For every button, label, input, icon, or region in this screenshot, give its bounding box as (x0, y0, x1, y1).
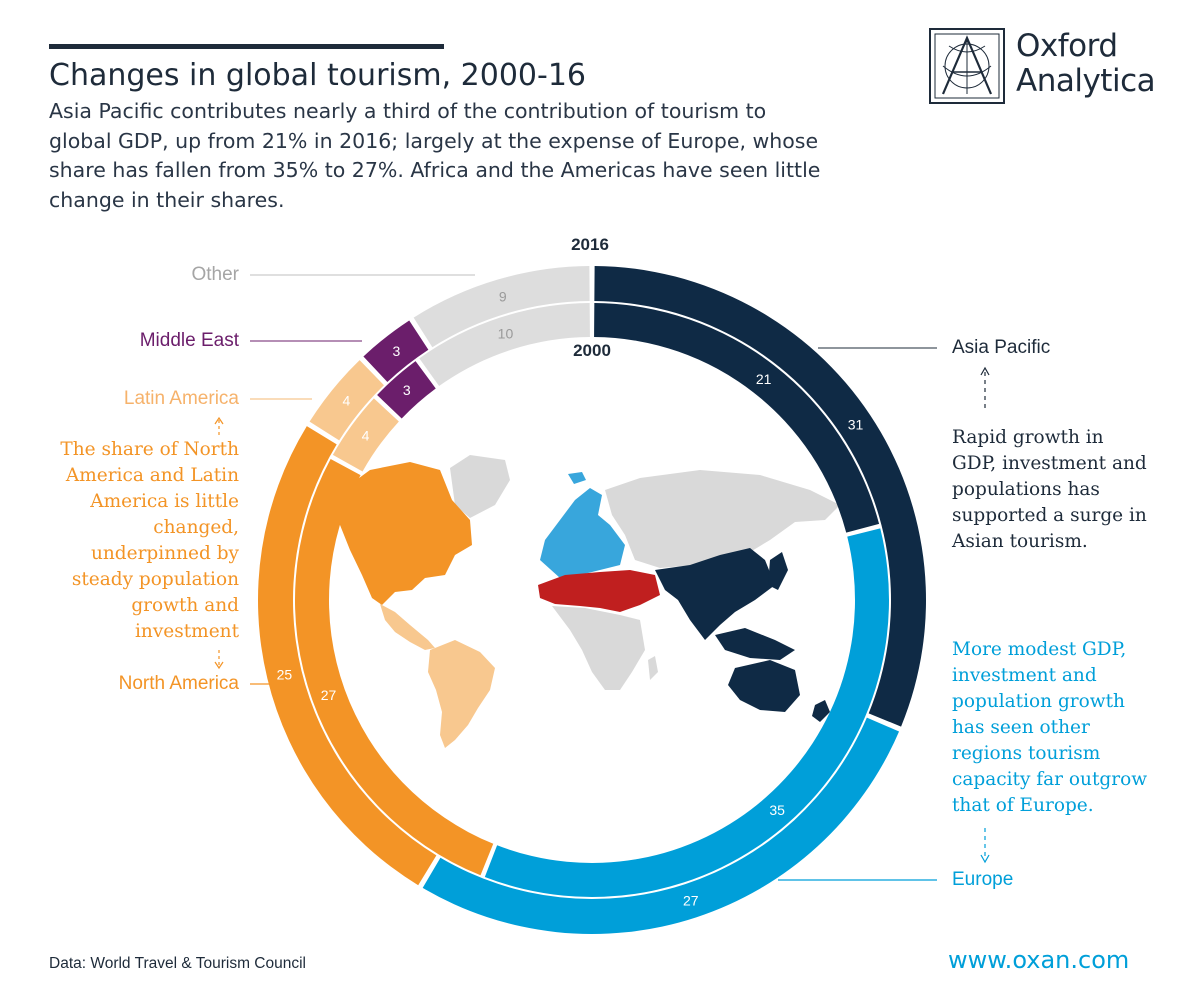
data-source: Data: World Travel & Tourism Council (49, 955, 306, 972)
logo-line-1: Oxford (1016, 28, 1118, 64)
value-label-2016-latin-america: 4 (342, 392, 350, 408)
segment-2000-latin-america (332, 398, 399, 472)
map-north-america (340, 462, 472, 605)
segment-2000-middle-east (377, 361, 436, 419)
map-asia-pacific (655, 548, 775, 640)
value-label-2000-asia-pacific: 21 (756, 371, 772, 387)
arrow-head-up-icon (214, 416, 224, 425)
segment-2016-north-america (257, 426, 437, 886)
world-map-illustration (340, 455, 840, 748)
note-americas: The share of North America and Latin Ame… (60, 439, 239, 642)
value-label-2016-europe: 27 (683, 893, 699, 909)
map-middle-east-africa-north (538, 570, 660, 612)
arrow-head-down-icon (980, 854, 990, 864)
value-label-2000-other: 10 (498, 326, 514, 342)
oxford-analytica-logo: Oxford Analytica (929, 28, 1159, 106)
value-label-2016-asia-pacific: 31 (848, 417, 864, 433)
value-label-2000-middle-east: 3 (403, 382, 411, 398)
legend-label-middle-east: Middle East (139, 330, 239, 351)
map-south-america (428, 640, 495, 748)
map-africa (552, 606, 645, 690)
ring-label-2016: 2016 (571, 235, 609, 254)
title-rule (49, 44, 444, 49)
website-link[interactable]: www.oxan.com (948, 946, 1130, 974)
segment-2016-middle-east (363, 320, 429, 382)
legend-label-north-america: North America (118, 673, 239, 694)
map-madagascar (648, 656, 658, 680)
chart-subtitle: Asia Pacific contributes nearly a third … (49, 99, 821, 212)
note-europe: More modest GDP, investment and populati… (952, 639, 1148, 816)
arrow-head-up-icon (980, 366, 990, 376)
value-label-2016-middle-east: 3 (392, 343, 400, 359)
segment-2000-other (419, 303, 590, 387)
note-asia-pacific: Rapid growth in GDP, investment and popu… (952, 427, 1147, 552)
map-greenland (450, 455, 510, 518)
segment-2000-europe (484, 528, 889, 897)
value-label-2000-north-america: 27 (321, 687, 337, 703)
segment-2000-asia-pacific (594, 303, 880, 533)
segment-2016-europe (422, 717, 900, 934)
map-australia (728, 660, 800, 712)
segment-2016-other (413, 266, 590, 348)
logo-line-2: Analytica (1016, 63, 1156, 99)
legend-label-other: Other (191, 264, 239, 285)
chart-title: Changes in global tourism, 2000-16 (49, 58, 587, 93)
value-label-2000-europe: 35 (769, 802, 785, 818)
logo-wordmark: Oxford Analytica (1016, 28, 1156, 99)
map-se-asia (715, 628, 795, 660)
segment-2016-latin-america (309, 360, 384, 441)
legend-label-europe: Europe (952, 869, 1014, 890)
map-central-america (380, 604, 435, 650)
value-label-2016-north-america: 25 (277, 667, 293, 683)
map-japan (768, 552, 788, 590)
legend-label-asia-pacific: Asia Pacific (952, 337, 1051, 358)
logo-mark-icon (929, 28, 1005, 104)
donut-rings (257, 266, 926, 934)
map-iceland (568, 472, 586, 484)
legend-label-latin-america: Latin America (123, 388, 239, 409)
value-label-2000-latin-america: 4 (362, 427, 370, 443)
map-new-zealand (812, 700, 830, 722)
map-russia-asia (605, 470, 840, 568)
segment-2016-asia-pacific (594, 266, 926, 727)
value-label-2016-other: 9 (499, 288, 507, 304)
segment-value-labels: 31 27 25 4 3 9 21 35 27 4 3 10 (277, 288, 864, 908)
arrow-head-down-icon (214, 661, 224, 670)
map-europe (540, 488, 625, 578)
segment-2000-north-america (294, 458, 494, 876)
ring-label-2000: 2000 (573, 341, 611, 360)
